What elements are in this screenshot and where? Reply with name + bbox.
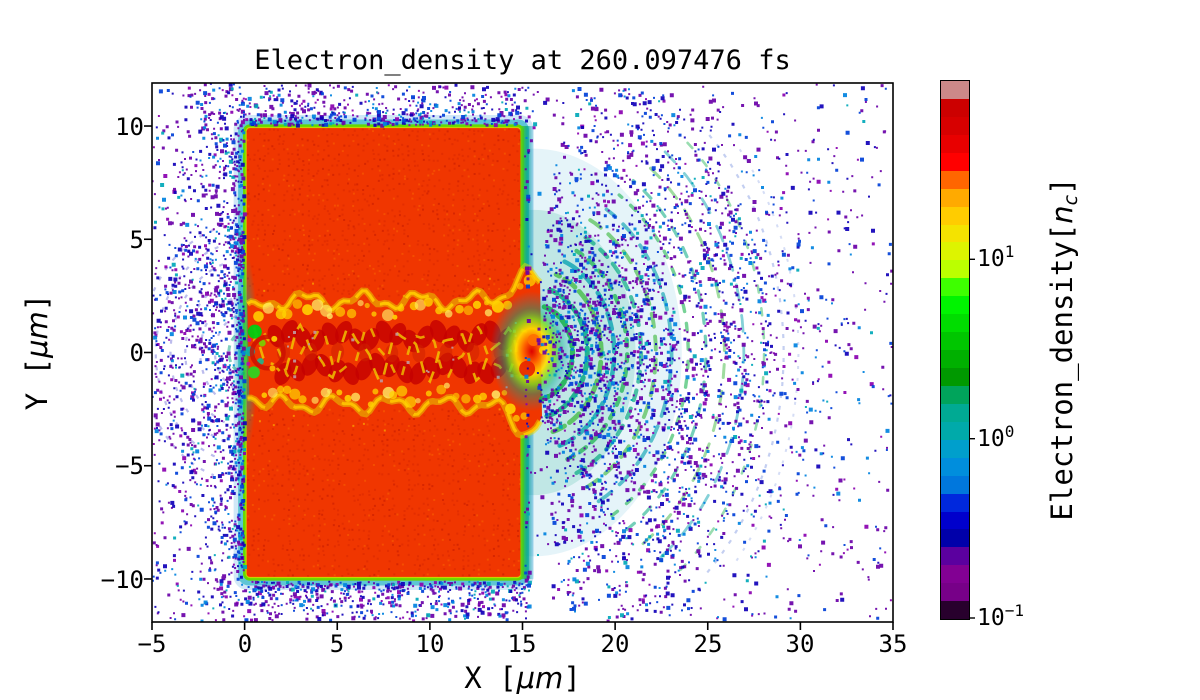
colorbar-band bbox=[941, 224, 969, 243]
colorbar-band bbox=[941, 314, 969, 333]
colorbar-band bbox=[941, 350, 969, 368]
colorbar-band bbox=[941, 368, 969, 386]
colorbar-band bbox=[941, 457, 969, 476]
x-tick-label: 25 bbox=[693, 630, 723, 658]
y-tick-label: 10 bbox=[115, 113, 144, 141]
colorbar-band bbox=[941, 116, 969, 135]
colorbar-band bbox=[941, 403, 969, 422]
colorbar-tick-label: 101 bbox=[977, 242, 1015, 272]
x-tick-label: 35 bbox=[878, 630, 908, 658]
colorbar-band bbox=[941, 385, 969, 404]
x-tick-label: 20 bbox=[600, 630, 630, 658]
y-tick-label: −10 bbox=[100, 566, 144, 594]
colorbar-band bbox=[941, 296, 969, 315]
colorbar-band bbox=[941, 475, 969, 494]
colorbar-band bbox=[941, 260, 969, 279]
x-tick-label: 0 bbox=[237, 630, 253, 658]
colorbar-band bbox=[941, 583, 969, 602]
colorbar-label: Electron_density[nc] bbox=[1045, 177, 1082, 521]
colorbar-band bbox=[941, 206, 969, 225]
plot-title: Electron_density at 260.097476 fs bbox=[254, 45, 791, 76]
colorbar-band bbox=[941, 134, 969, 153]
y-tick-label: −5 bbox=[115, 452, 144, 480]
colorbar-band bbox=[941, 439, 969, 458]
x-tick-label: −5 bbox=[137, 630, 167, 658]
colorbar-band bbox=[941, 511, 969, 530]
y-tick-label: 5 bbox=[129, 226, 144, 254]
y-axis-label: Y [μm] bbox=[20, 293, 54, 411]
colorbar-band bbox=[941, 170, 969, 189]
colorbar-band bbox=[941, 188, 969, 207]
x-tick-label: 5 bbox=[329, 630, 345, 658]
colorbar-band bbox=[941, 81, 969, 99]
colorbar-band bbox=[941, 421, 969, 440]
colorbar-tick-label: 10−1 bbox=[977, 601, 1024, 631]
y-tick-label: 0 bbox=[129, 339, 144, 367]
colorbar-band bbox=[941, 152, 969, 171]
colorbar bbox=[940, 80, 970, 620]
x-tick-label: 15 bbox=[507, 630, 537, 658]
colorbar-band bbox=[941, 98, 969, 117]
colorbar-band bbox=[941, 332, 969, 351]
colorbar-band bbox=[941, 278, 969, 297]
colorbar-band bbox=[941, 529, 969, 548]
colorbar-band bbox=[941, 565, 969, 584]
colorbar-band bbox=[941, 547, 969, 566]
colorbar-band bbox=[941, 601, 969, 620]
x-tick-label: 10 bbox=[415, 630, 445, 658]
colorbar-band bbox=[941, 242, 969, 261]
x-axis-label: X [μm] bbox=[464, 661, 581, 695]
colorbar-tick-label: 100 bbox=[977, 422, 1015, 452]
x-tick-label: 30 bbox=[785, 630, 815, 658]
colorbar-band bbox=[941, 493, 969, 512]
